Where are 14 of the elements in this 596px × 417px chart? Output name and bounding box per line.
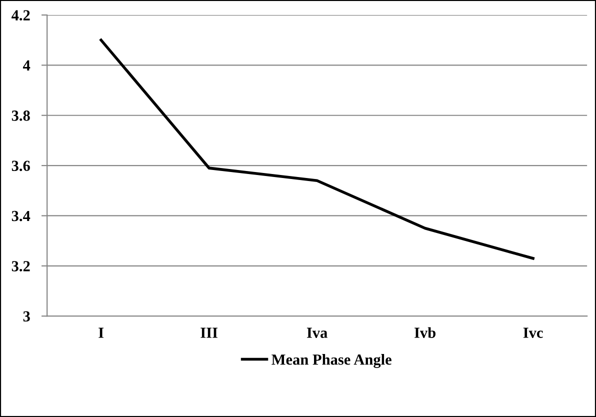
- y-tick-label: 3: [23, 311, 30, 322]
- x-tick-label: III: [200, 328, 218, 338]
- y-tick-label: 3.8: [12, 110, 30, 121]
- legend-label: Mean Phase Angle: [272, 354, 392, 368]
- y-tick-label: 4.2: [12, 10, 30, 21]
- x-tick-label: Ivc: [523, 328, 543, 338]
- line-series: [100, 38, 534, 260]
- x-tick-label: I: [98, 328, 104, 338]
- y-tick-label: 3.2: [12, 261, 30, 272]
- y-tick-label: 3.6: [12, 160, 30, 172]
- y-tick-label: 3.4: [12, 210, 30, 222]
- y-tick-label: 4: [22, 60, 30, 70]
- x-tick-label: Ivb: [414, 327, 436, 338]
- x-tick-label: Iva: [306, 328, 328, 338]
